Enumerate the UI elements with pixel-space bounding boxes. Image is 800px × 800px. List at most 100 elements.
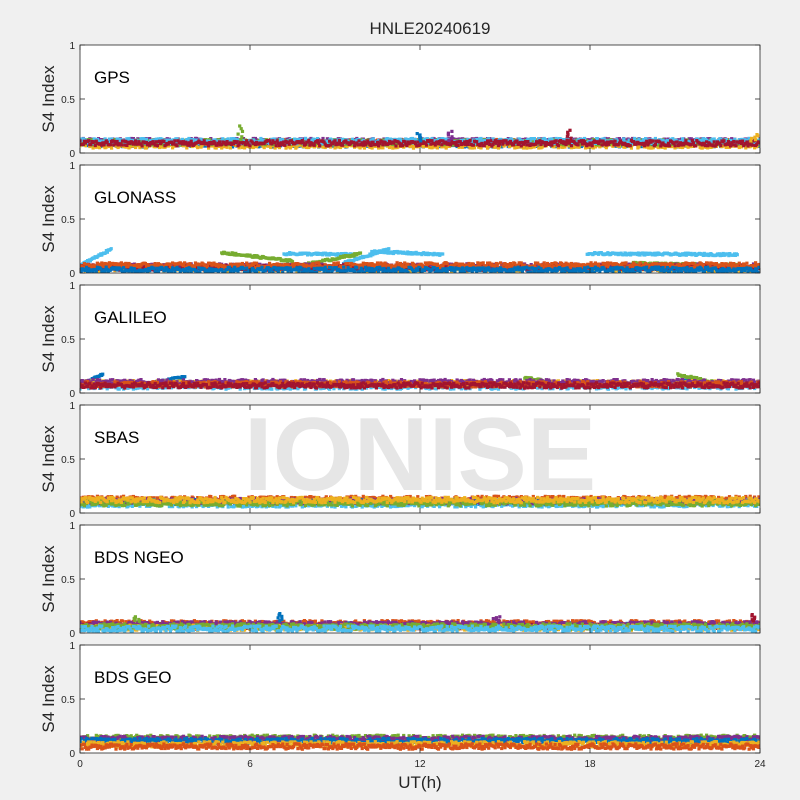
data-point xyxy=(630,136,635,141)
data-point xyxy=(422,137,426,141)
data-point xyxy=(381,143,385,147)
data-point xyxy=(377,146,381,150)
data-point xyxy=(225,140,229,144)
data-point xyxy=(338,145,342,150)
data-point xyxy=(367,254,371,258)
data-point xyxy=(232,137,236,141)
data-point xyxy=(406,140,410,144)
data-point xyxy=(379,146,383,150)
data-point xyxy=(755,142,759,147)
data-point xyxy=(415,132,419,136)
data-point xyxy=(613,139,617,143)
data-point xyxy=(724,138,728,142)
data-point xyxy=(271,139,275,143)
data-point xyxy=(213,138,217,142)
data-point xyxy=(642,144,647,148)
y-tick-label: 1 xyxy=(69,41,75,52)
data-point xyxy=(746,144,750,148)
data-point xyxy=(348,142,352,146)
data-point xyxy=(331,142,335,146)
data-point xyxy=(111,139,115,143)
data-point xyxy=(404,137,408,141)
data-point xyxy=(301,141,305,145)
data-point xyxy=(468,139,472,143)
data-point xyxy=(484,144,489,148)
data-point xyxy=(677,142,681,147)
data-point xyxy=(579,139,583,143)
data-point xyxy=(703,144,708,148)
data-point xyxy=(474,142,478,146)
data-point xyxy=(132,142,137,146)
data-point xyxy=(491,142,495,146)
data-point xyxy=(681,137,685,141)
data-point xyxy=(528,140,532,144)
data-point xyxy=(706,144,710,148)
data-point xyxy=(100,143,104,147)
data-point xyxy=(735,253,739,257)
data-point xyxy=(519,144,523,148)
data-point xyxy=(369,143,373,148)
data-point xyxy=(380,140,384,144)
data-point xyxy=(391,138,395,142)
data-point xyxy=(749,139,753,143)
data-point xyxy=(682,143,686,147)
data-point xyxy=(200,143,204,147)
data-point xyxy=(328,139,332,143)
data-point xyxy=(448,143,453,147)
data-point xyxy=(191,138,195,142)
data-point xyxy=(305,145,309,150)
data-point xyxy=(579,144,583,149)
data-point xyxy=(590,144,594,148)
data-point xyxy=(414,142,418,146)
data-point xyxy=(724,145,728,149)
data-point xyxy=(701,253,705,257)
data-point xyxy=(725,142,729,146)
data-point xyxy=(500,139,504,143)
data-point xyxy=(239,143,243,147)
data-point xyxy=(758,138,760,142)
data-point xyxy=(254,140,259,144)
data-point xyxy=(221,137,225,141)
data-point xyxy=(139,142,143,146)
data-point xyxy=(189,139,193,143)
data-point xyxy=(108,143,113,147)
data-point xyxy=(524,140,528,144)
data-point xyxy=(201,141,205,146)
data-point xyxy=(708,139,712,143)
data-point xyxy=(295,145,299,149)
data-point xyxy=(548,137,552,141)
data-point xyxy=(254,145,259,149)
data-point xyxy=(466,142,470,146)
data-point xyxy=(278,257,282,261)
data-point xyxy=(115,139,119,144)
data-point xyxy=(447,138,451,142)
data-point xyxy=(501,142,505,146)
data-point xyxy=(744,146,748,150)
data-point xyxy=(321,145,325,149)
data-point xyxy=(525,146,529,150)
data-point xyxy=(358,251,363,255)
data-point xyxy=(681,145,685,150)
data-point xyxy=(98,146,102,150)
data-point xyxy=(176,139,180,143)
data-point xyxy=(482,144,486,148)
data-point xyxy=(301,145,305,149)
data-point xyxy=(253,142,257,147)
data-point xyxy=(687,137,691,141)
data-point xyxy=(259,136,263,141)
data-point xyxy=(694,144,698,148)
data-point xyxy=(647,141,651,145)
data-point xyxy=(181,140,186,144)
data-point xyxy=(391,146,395,150)
data-point xyxy=(127,137,131,141)
data-point xyxy=(225,145,229,149)
data-point xyxy=(643,253,647,257)
data-point xyxy=(550,137,554,141)
data-point xyxy=(450,139,454,143)
data-point xyxy=(217,140,222,144)
data-point xyxy=(489,139,493,143)
data-point xyxy=(171,146,175,150)
data-point xyxy=(359,142,363,147)
data-point xyxy=(399,139,404,143)
data-point xyxy=(153,143,157,147)
